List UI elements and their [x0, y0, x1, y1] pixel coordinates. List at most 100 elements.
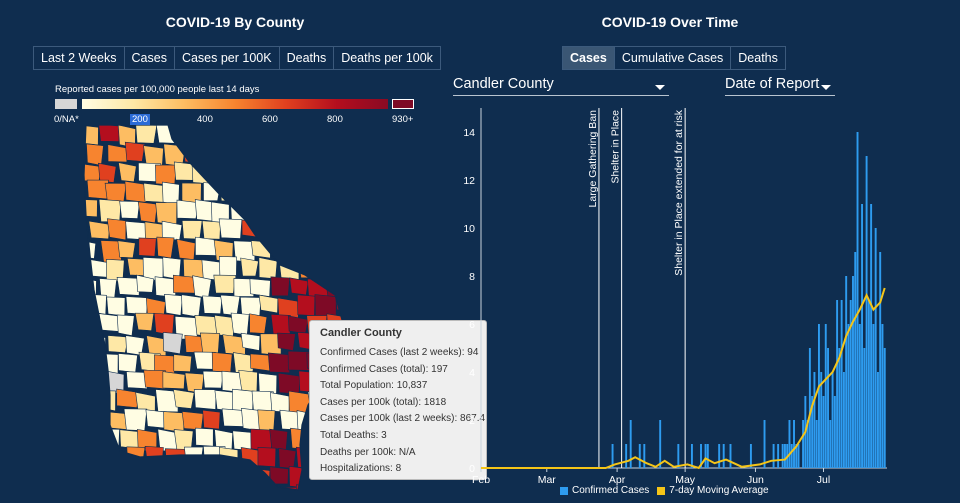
case-bar[interactable]	[659, 420, 662, 468]
case-bar[interactable]	[797, 444, 800, 468]
county-shape[interactable]	[183, 487, 202, 495]
case-bar[interactable]	[793, 420, 795, 468]
case-bar[interactable]	[808, 348, 811, 468]
county-shape[interactable]	[193, 467, 216, 486]
county-shape[interactable]	[125, 220, 147, 241]
county-shape[interactable]	[155, 164, 177, 186]
county-shape[interactable]	[269, 200, 293, 220]
case-bar[interactable]	[749, 444, 752, 468]
county-shape[interactable]	[98, 125, 120, 142]
county-shape[interactable]	[134, 312, 155, 332]
county-shape[interactable]	[164, 448, 186, 469]
case-bar[interactable]	[824, 324, 827, 468]
county-shape[interactable]	[251, 390, 274, 414]
county-shape[interactable]	[145, 409, 166, 429]
county-shape[interactable]	[80, 351, 96, 372]
case-bar[interactable]	[763, 420, 766, 468]
case-bar[interactable]	[718, 444, 721, 468]
county-shape[interactable]	[211, 351, 233, 374]
county-shape[interactable]	[106, 296, 126, 317]
county-shape[interactable]	[333, 486, 353, 495]
county-shape[interactable]	[89, 371, 108, 395]
case-bar[interactable]	[852, 276, 854, 468]
case-bar[interactable]	[704, 444, 707, 468]
cases-button[interactable]: Cases	[124, 46, 175, 70]
case-bar[interactable]	[795, 444, 798, 468]
case-bar[interactable]	[790, 444, 793, 468]
county-shape[interactable]	[156, 236, 175, 259]
case-bar[interactable]	[822, 396, 825, 468]
case-bar[interactable]	[788, 420, 791, 468]
county-shape[interactable]	[126, 485, 148, 495]
county-shape[interactable]	[88, 409, 108, 433]
county-shape[interactable]	[201, 145, 220, 166]
county-shape[interactable]	[176, 125, 198, 145]
deaths-per-100k-button[interactable]: Deaths per 100k	[334, 46, 441, 70]
county-shape[interactable]	[107, 335, 129, 353]
case-bar[interactable]	[856, 132, 859, 468]
county-shape[interactable]	[135, 467, 158, 490]
county-shape[interactable]	[238, 369, 258, 393]
county-shape[interactable]	[354, 486, 355, 495]
county-shape[interactable]	[233, 465, 252, 484]
county-shape[interactable]	[80, 239, 96, 259]
series-cases-button[interactable]: Cases	[562, 46, 615, 70]
county-shape[interactable]	[240, 257, 259, 277]
county-shape[interactable]	[99, 467, 123, 490]
county-shape[interactable]	[277, 332, 296, 351]
county-shape[interactable]	[257, 409, 276, 433]
deaths-button[interactable]: Deaths	[279, 46, 335, 70]
county-shape[interactable]	[125, 296, 149, 315]
county-shape[interactable]	[210, 465, 234, 486]
county-shape[interactable]	[105, 448, 124, 471]
county-shape[interactable]	[181, 411, 204, 431]
county-shape[interactable]	[106, 487, 127, 495]
county-shape[interactable]	[335, 219, 355, 240]
cases-per-100k-button[interactable]: Cases per 100K	[174, 46, 280, 70]
county-shape[interactable]	[276, 182, 299, 203]
county-shape[interactable]	[316, 181, 338, 202]
county-shape[interactable]	[136, 274, 155, 293]
case-bar[interactable]	[831, 372, 834, 468]
county-shape[interactable]	[252, 163, 275, 185]
county-shape[interactable]	[221, 142, 243, 162]
county-shape[interactable]	[184, 334, 204, 354]
case-bar[interactable]	[865, 156, 868, 468]
county-shape[interactable]	[313, 143, 334, 163]
county-shape[interactable]	[80, 315, 101, 336]
county-shape[interactable]	[345, 125, 355, 142]
county-shape[interactable]	[176, 238, 196, 261]
case-bar[interactable]	[858, 324, 861, 468]
case-bar[interactable]	[836, 300, 839, 468]
cases-over-time-chart[interactable]: 0 2 4 6 8 10 12 14 Feb Mar Apr May Jun Jul Large Gat…	[440, 100, 900, 486]
date-type-select[interactable]: Date of Report	[725, 76, 835, 96]
county-shape[interactable]	[270, 314, 291, 337]
county-shape[interactable]	[115, 466, 139, 490]
county-shape[interactable]	[336, 145, 355, 168]
county-shape[interactable]	[328, 201, 350, 225]
case-bar[interactable]	[849, 300, 852, 468]
county-shape[interactable]	[249, 313, 268, 334]
county-shape[interactable]	[175, 466, 195, 489]
county-shape[interactable]	[80, 468, 98, 490]
county-shape[interactable]	[286, 200, 309, 222]
case-bar[interactable]	[690, 444, 693, 468]
county-shape[interactable]	[119, 200, 140, 219]
case-bar[interactable]	[625, 444, 628, 468]
county-shape[interactable]	[270, 276, 290, 297]
county-shape[interactable]	[144, 487, 165, 495]
case-bar[interactable]	[842, 372, 845, 468]
county-shape[interactable]	[213, 164, 233, 183]
county-shape[interactable]	[249, 278, 271, 297]
county-shape[interactable]	[203, 182, 221, 202]
county-shape[interactable]	[316, 257, 339, 276]
case-bar[interactable]	[813, 372, 816, 468]
county-shape[interactable]	[193, 389, 217, 410]
county-shape[interactable]	[153, 312, 175, 336]
county-shape[interactable]	[230, 312, 250, 336]
county-shape[interactable]	[258, 257, 278, 280]
county-shape[interactable]	[335, 182, 355, 206]
case-bar[interactable]	[706, 444, 709, 468]
county-shape[interactable]	[200, 486, 223, 495]
case-bar[interactable]	[883, 348, 886, 468]
